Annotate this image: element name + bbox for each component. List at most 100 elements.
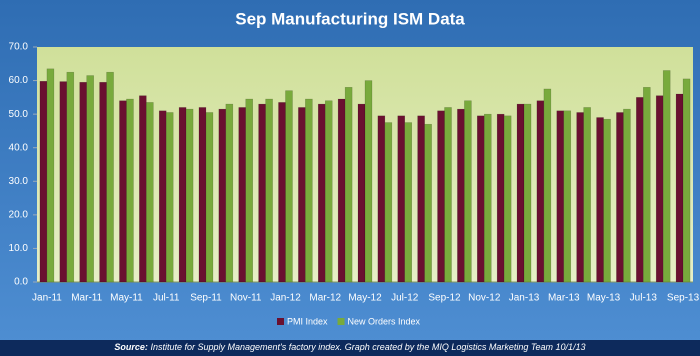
x-tick-label: May-12 <box>348 293 382 304</box>
bar <box>79 82 87 283</box>
bar <box>563 110 572 283</box>
bar <box>444 107 452 283</box>
bar <box>146 102 154 283</box>
bar <box>643 87 651 283</box>
bar <box>324 100 333 283</box>
chart-title: Sep Manufacturing ISM Data <box>235 9 465 28</box>
bar <box>178 107 187 283</box>
bar <box>477 115 485 283</box>
bar <box>86 75 94 283</box>
bar <box>317 103 326 283</box>
bar <box>344 87 353 283</box>
y-tick-label: 30.0 <box>9 176 29 187</box>
bar <box>457 108 465 283</box>
bar <box>59 81 68 283</box>
bar <box>364 80 373 283</box>
bar <box>583 107 591 283</box>
bar <box>682 78 691 283</box>
bar <box>503 115 512 283</box>
y-tick-label: 0.0 <box>14 277 28 288</box>
footer: Source: Institute for Supply Management'… <box>114 342 585 352</box>
x-tick-label: Nov-11 <box>230 293 262 304</box>
x-tick-label: May-13 <box>587 293 621 304</box>
bar <box>655 95 664 283</box>
bar <box>675 93 684 283</box>
x-tick-label: Nov-12 <box>468 293 501 304</box>
bar <box>158 110 167 283</box>
x-tick-label: Sep-11 <box>190 293 222 304</box>
bar <box>265 98 273 283</box>
bar <box>623 108 631 283</box>
bar <box>404 122 413 283</box>
bar <box>298 107 306 283</box>
bar <box>357 103 366 283</box>
bar <box>496 113 505 283</box>
bar <box>46 68 55 283</box>
bar <box>484 113 492 283</box>
y-tick-label: 20.0 <box>9 209 29 220</box>
x-tick-label: Jan-13 <box>509 293 540 304</box>
bar <box>39 80 48 283</box>
bar <box>636 97 644 283</box>
bar <box>139 95 147 283</box>
source-label: Source: <box>114 342 148 352</box>
x-tick-label: Mar-13 <box>548 293 580 304</box>
x-tick-label: Jul-12 <box>391 293 419 304</box>
bar <box>536 100 545 283</box>
bar <box>66 71 75 283</box>
bar <box>596 117 604 283</box>
bar <box>165 112 174 283</box>
x-tick-label: Jan-12 <box>270 293 301 304</box>
x-tick-label: Jul-11 <box>153 293 180 304</box>
legend-swatch <box>337 318 345 325</box>
bar <box>305 98 313 283</box>
bar <box>523 103 532 283</box>
bar <box>238 107 246 283</box>
footer-band <box>0 340 700 356</box>
bar <box>185 108 194 283</box>
legend-label: PMI Index <box>287 316 328 326</box>
bar <box>258 103 266 283</box>
bar <box>543 88 552 283</box>
x-tick-label: Jul-13 <box>630 293 658 304</box>
bar <box>126 98 134 283</box>
x-tick-label: Mar-11 <box>71 293 102 304</box>
bar <box>377 115 386 283</box>
bar <box>616 112 624 283</box>
bar <box>225 103 234 283</box>
bar <box>424 123 432 283</box>
x-tick-label: Mar-12 <box>309 293 341 304</box>
bar <box>337 98 346 283</box>
bar <box>218 108 227 283</box>
legend-swatch <box>277 318 284 325</box>
x-tick-label: Jan-11 <box>32 293 62 304</box>
bar <box>662 70 671 283</box>
bar <box>99 82 107 283</box>
y-tick-label: 50.0 <box>9 109 29 120</box>
bar <box>397 115 406 283</box>
bar <box>556 110 565 283</box>
bar <box>437 110 445 283</box>
bar <box>285 90 293 283</box>
x-tick-label: Sep-12 <box>428 293 461 304</box>
y-tick-label: 10.0 <box>9 243 29 254</box>
source-text: Institute for Supply Management's factor… <box>150 342 585 352</box>
bar <box>603 118 611 283</box>
bar <box>278 102 286 283</box>
bar <box>245 98 253 283</box>
bar <box>205 112 214 283</box>
bar <box>119 100 127 283</box>
bar <box>576 112 584 283</box>
x-tick-label: Sep-13 <box>667 293 700 304</box>
bar <box>516 103 525 283</box>
bar <box>417 115 425 283</box>
bar <box>464 100 472 283</box>
y-tick-label: 70.0 <box>9 42 29 53</box>
x-tick-label: May-11 <box>110 293 143 304</box>
y-tick-label: 40.0 <box>9 142 29 153</box>
y-tick-label: 60.0 <box>9 75 29 86</box>
bar <box>198 107 207 283</box>
legend-label: New Orders Index <box>348 316 421 326</box>
bar <box>384 122 393 283</box>
